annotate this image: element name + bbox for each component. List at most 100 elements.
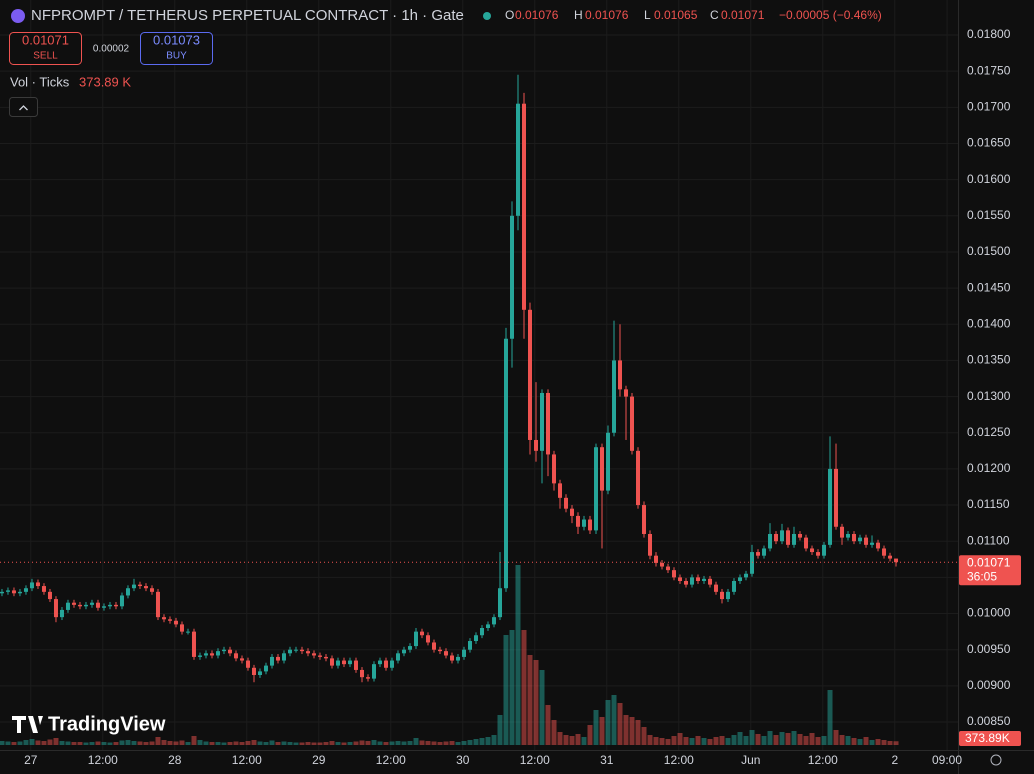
y-tick-label: 0.01800 bbox=[967, 27, 1011, 41]
candle-body bbox=[383, 660, 388, 668]
candle-body bbox=[504, 338, 509, 589]
candle-body bbox=[107, 604, 112, 607]
volume-bar bbox=[59, 741, 65, 745]
settings-icon[interactable] bbox=[990, 754, 1002, 766]
volume-bar bbox=[89, 742, 95, 745]
ohlc-key: L bbox=[644, 8, 651, 22]
candle-body bbox=[810, 548, 815, 553]
volume-bar bbox=[23, 740, 29, 745]
candle-body bbox=[756, 552, 761, 556]
volume-bar bbox=[809, 733, 815, 745]
candle-body bbox=[17, 591, 22, 594]
x-tick-label: 12:00 bbox=[808, 753, 838, 767]
volume-bar bbox=[497, 715, 503, 745]
volume-title: Vol · Ticks bbox=[10, 74, 70, 89]
volume-bar bbox=[557, 732, 563, 745]
candle-body bbox=[738, 577, 743, 581]
volume-bar bbox=[503, 635, 509, 745]
chart-title: NFPROMPT / TETHERUS PERPETUAL CONTRACT ·… bbox=[31, 7, 464, 24]
volume-bar bbox=[521, 630, 527, 745]
candle-body bbox=[377, 660, 382, 665]
volume-bar bbox=[209, 742, 215, 745]
volume-bar bbox=[65, 741, 71, 745]
candle-body bbox=[684, 580, 689, 585]
candle-body bbox=[437, 649, 442, 652]
volume-bar bbox=[713, 737, 719, 745]
candle-body bbox=[822, 544, 827, 556]
watermark-logo bbox=[12, 716, 43, 733]
symbol-icon bbox=[11, 9, 25, 23]
volume-bar bbox=[449, 741, 455, 745]
candle-body bbox=[251, 667, 256, 676]
candle-body bbox=[534, 439, 539, 451]
volume-bar bbox=[71, 742, 77, 745]
candle-body bbox=[461, 649, 466, 657]
buy-button[interactable] bbox=[140, 32, 213, 65]
candle-body bbox=[245, 660, 250, 668]
candle-body bbox=[41, 586, 46, 592]
volume-bar bbox=[803, 736, 809, 745]
candle-body bbox=[864, 537, 869, 545]
volume-bar bbox=[881, 740, 887, 745]
sell-button[interactable] bbox=[9, 32, 82, 65]
candle-body bbox=[221, 649, 226, 652]
volume-bar bbox=[605, 700, 611, 745]
candle-body bbox=[455, 656, 460, 661]
volume-bar bbox=[293, 742, 299, 745]
candle-body bbox=[347, 660, 352, 665]
volume-last-box bbox=[959, 731, 1021, 746]
volume-bar bbox=[401, 741, 407, 745]
ohlc-value: 0.01065 bbox=[654, 8, 698, 22]
candle-body bbox=[215, 651, 220, 656]
y-tick-label: 0.01500 bbox=[967, 244, 1011, 258]
volume-bar bbox=[887, 741, 893, 745]
volume-bar bbox=[797, 734, 803, 745]
candle-body bbox=[335, 660, 340, 666]
y-tick-label: 0.00900 bbox=[967, 678, 1011, 692]
candle-body bbox=[395, 653, 400, 661]
change: −0.00005 (−0.46%) bbox=[779, 8, 882, 22]
candle-body bbox=[594, 447, 599, 531]
candle-body bbox=[203, 653, 208, 656]
volume-bar bbox=[143, 742, 149, 745]
volume-bar bbox=[419, 740, 425, 745]
volume-bar bbox=[221, 742, 227, 745]
countdown: 36:05 bbox=[967, 569, 997, 583]
volume-bar bbox=[527, 655, 533, 745]
volume-bar bbox=[311, 742, 317, 745]
volume-bar bbox=[785, 733, 791, 745]
x-tick-label: 27 bbox=[24, 753, 38, 767]
volume-bar bbox=[551, 720, 557, 745]
volume-bar bbox=[869, 740, 875, 745]
candle-body bbox=[762, 548, 767, 556]
collapse-icon bbox=[19, 105, 28, 111]
candle-body bbox=[720, 591, 725, 600]
volume-bar bbox=[275, 742, 281, 745]
volume-bar bbox=[83, 742, 89, 745]
volume-bar bbox=[95, 741, 101, 745]
volume-bar bbox=[575, 734, 581, 745]
candle-body bbox=[540, 392, 545, 451]
candle-body bbox=[329, 658, 334, 666]
candle-body bbox=[233, 653, 238, 659]
candle-body bbox=[600, 447, 605, 491]
candle-body bbox=[131, 584, 136, 589]
candle-body bbox=[516, 103, 521, 216]
volume-bar bbox=[437, 742, 443, 745]
ohlc-value: 0.01076 bbox=[515, 8, 559, 22]
candle-body bbox=[696, 577, 701, 581]
y-tick-label: 0.00950 bbox=[967, 642, 1011, 656]
x-tick-label: 31 bbox=[600, 753, 614, 767]
volume-bar bbox=[791, 731, 797, 745]
sell-price: 0.01071 bbox=[22, 32, 69, 47]
volume-bar bbox=[191, 736, 197, 745]
candle-body bbox=[870, 542, 875, 545]
collapse-button[interactable] bbox=[9, 97, 38, 117]
candle-body bbox=[888, 555, 893, 559]
volume-bar bbox=[353, 741, 359, 745]
candle-body bbox=[227, 649, 232, 654]
volume-bar bbox=[245, 741, 251, 745]
candle-body bbox=[47, 591, 52, 600]
candle-body bbox=[185, 631, 190, 633]
candle-body bbox=[293, 649, 298, 651]
